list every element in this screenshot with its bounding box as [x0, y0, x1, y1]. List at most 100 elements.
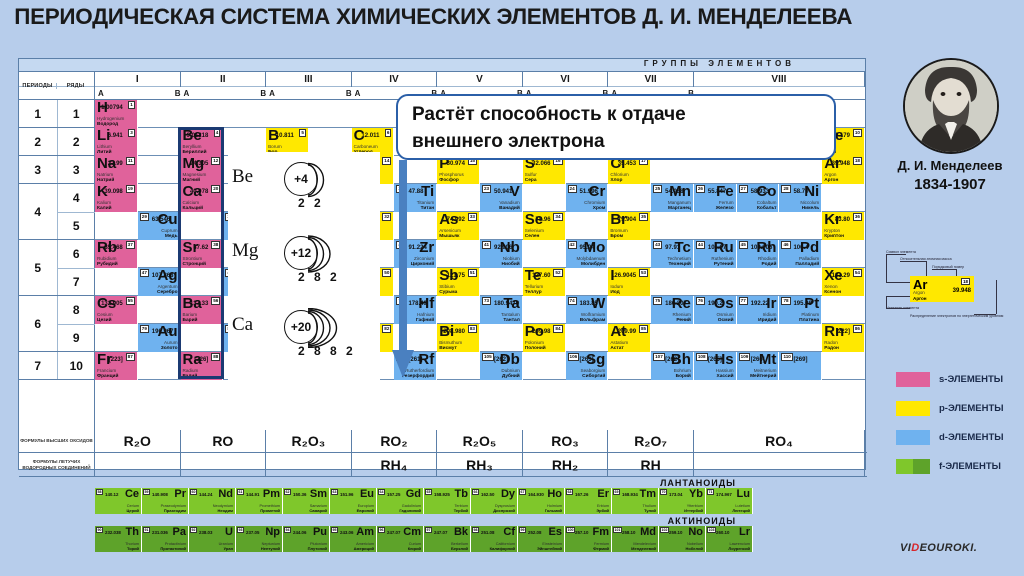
element-symbol: Bi	[439, 324, 455, 340]
element-cell-Kr[interactable]: Kr 83.80 36 Krypton Криптон	[822, 212, 865, 240]
element-symbol: Br	[610, 212, 627, 228]
actinide-cell-Lr[interactable]: Lr 260.10 103 Lawrencium Лоуренсий	[706, 526, 753, 552]
element-cell-Pd[interactable]: Pd 106.4 46 Palladium Палладий	[779, 240, 823, 268]
element-cell-Ar[interactable]: Ar 39.948 18 Argon Аргон	[822, 156, 865, 184]
element-cell-Ru[interactable]: Ru 101.07 44 Ruthenium Рутений	[693, 240, 737, 268]
lanthanide-cell-Eu[interactable]: Eu 151.96 63 Europium Европий	[330, 488, 377, 514]
element-cell-Po[interactable]: Po 209.98 84 Polonium Полоний	[522, 324, 566, 352]
actinide-cell-Np[interactable]: Np 237.05 93 Neptunium Нептуний	[236, 526, 283, 552]
element-latin-name: Xenon	[824, 284, 838, 289]
element-cell-Co[interactable]: Co 58.933 27 Cobaltum Кобальт	[736, 184, 780, 212]
element-russian-name: Тулий	[644, 508, 656, 513]
element-cell-Ca[interactable]: Ca 40.078 20 Calcium Кальций	[180, 184, 224, 212]
element-cell-Mg[interactable]: Mg 24.305 12 Magnesium Магний	[180, 156, 224, 184]
element-cell-V[interactable]: V 50.941 23 Vanadium Ванадий	[480, 184, 523, 212]
element-cell-Cu[interactable]: Cu 63.546 29 Cuprum Медь	[137, 212, 181, 240]
element-cell-Hs[interactable]: Hs [265] 108 Hassium Хассий	[693, 352, 737, 380]
element-latin-name: Fermium	[594, 542, 609, 546]
element-cell-Ni[interactable]: Ni 58.70 28 Niccolum Никель	[779, 184, 823, 212]
element-cell-Bh[interactable]: Bh [262] 107 Bohrium Борий	[651, 352, 694, 380]
element-cell-Ag[interactable]: Ag 107.868 47 Argentum Серебро	[137, 268, 181, 296]
element-cell-K[interactable]: K 39.098 19 Kalium Калий	[95, 184, 138, 212]
element-atomic-mass: 131.29	[831, 273, 850, 279]
element-cell-Cl[interactable]: Cl 35.453 17 Chlorium Хлор	[608, 156, 652, 184]
element-cell-C[interactable]: C12.0116CarboneumУглерод	[351, 128, 395, 156]
element-cell-Be[interactable]: Be 9.01218 4 Beryllium Бериллий	[180, 128, 224, 156]
element-cell-Au[interactable]: Au 196.967 79 Aurum Золото	[137, 324, 181, 352]
lanthanide-cell-Tb[interactable]: Tb 158.925 65 Terbium Тербий	[424, 488, 471, 514]
element-cell-Cr[interactable]: Cr 51.996 24 Chromium Хром	[565, 184, 609, 212]
element-cell-Xe[interactable]: Xe 131.29 54 Xenon Ксенон	[822, 268, 865, 296]
element-cell-Te[interactable]: Te 127.60 52 Tellurium Теллур	[522, 268, 566, 296]
element-cell-Cs[interactable]: Cs 132.905 55 Cesium Цезий	[95, 296, 138, 324]
actinide-cell-Bk[interactable]: Bk 247.07 97 Berkelium Берклий	[424, 526, 471, 552]
actinide-cell-Cm[interactable]: Cm 247.07 96 Curium Кюрий	[377, 526, 424, 552]
lanthanide-cell-Ho[interactable]: Ho 164.930 67 Holmium Гольмий	[518, 488, 565, 514]
element-cell-Br[interactable]: Br 79.904 35 Bromum Бром	[608, 212, 652, 240]
element-russian-name: Радон	[824, 345, 839, 351]
lanthanide-cell-Dy[interactable]: Dy 162.50 66 Dysprosium Диспрозий	[471, 488, 518, 514]
element-cell-W[interactable]: W 183.85 74 Wolframium Вольфрам	[565, 296, 609, 324]
element-atomic-number: 73	[482, 297, 492, 305]
element-cell-Ta[interactable]: Ta 180.9479 73 Tantalum Тантал	[480, 296, 523, 324]
lanthanide-cell-Pm[interactable]: Pm 144.91 61 Promethium Прометий	[236, 488, 283, 514]
element-cell-Rb[interactable]: Rb 85.468 37 Rubidium Рубидий	[95, 240, 138, 268]
group-header-VI: VI	[523, 72, 609, 87]
element-cell-Mn[interactable]: Mn 54.938 25 Manganum Марганец	[651, 184, 694, 212]
lanthanide-cell-Er[interactable]: Er 167.26 68 Erbium Эрбий	[565, 488, 612, 514]
element-cell-At[interactable]: At 209.99 85 Astatium Астат	[608, 324, 652, 352]
element-cell-Nb[interactable]: Nb 92.906 41 Niobium Ниобий	[480, 240, 523, 268]
element-cell-Bi[interactable]: Bi 208.980 83 Bismuthum Висмут	[437, 324, 480, 352]
lanthanide-cell-Gd[interactable]: Gd 157.25 64 Gadolinium Гадолиний	[377, 488, 424, 514]
element-cell-I[interactable]: I 126.9045 53 Iodum Иод	[608, 268, 652, 296]
element-cell-Fr[interactable]: Fr [223] 87 Francium Франций	[95, 352, 138, 380]
element-cell-Sr[interactable]: Sr 87.62 38 Strontium Стронций	[180, 240, 224, 268]
lanthanide-cell-Ce[interactable]: Ce 140.12 58 Cerium Церий	[95, 488, 142, 514]
actinide-cell-Fm[interactable]: Fm 257.10 100 Fermium Фермий	[565, 526, 612, 552]
actinide-cell-Es[interactable]: Es 252.08 99 Einsteinium Эйнштейний	[518, 526, 565, 552]
element-cell-110[interactable]: [269] 110	[779, 352, 823, 380]
element-cell-Sg[interactable]: Sg [263] 106 Seaborgium Сиборгий	[565, 352, 609, 380]
lanthanide-cell-Lu[interactable]: Lu 174.967 71 Lutetium Лютеций	[706, 488, 753, 514]
element-cell-Rn[interactable]: Rn [222] 86 Radon Радон	[822, 324, 865, 352]
actinide-cell-Pu[interactable]: Pu 244.06 94 Plutonium Плутоний	[283, 526, 330, 552]
lanthanide-cell-Tm[interactable]: Tm 168.934 69 Thulium Тулий	[612, 488, 659, 514]
element-cell-S[interactable]: S 32.066 16 Sulfur Сера	[522, 156, 566, 184]
actinide-cell-Md[interactable]: Md 258.10 101 Mendelevium Менделевий	[612, 526, 659, 552]
element-cell-Ir[interactable]: Ir 192.22 77 Iridium Иридий	[736, 296, 780, 324]
element-symbol: Sm	[309, 488, 327, 500]
element-cell-Fe[interactable]: Fe 55.847 26 Ferrum Железо	[693, 184, 737, 212]
element-cell-P[interactable]: P 30.974 15 Phosphorus Фосфор	[437, 156, 480, 184]
element-symbol: Zr	[419, 240, 435, 256]
element-cell-Na[interactable]: Na 22.99 11 Natrium Натрий	[95, 156, 138, 184]
element-cell-Mt[interactable]: Mt [266] 109 Meitnerium Мейтнерий	[736, 352, 780, 380]
element-cell-Se[interactable]: Se 78.96 34 Selenium Селен	[522, 212, 566, 240]
element-cell-Sb[interactable]: Sb 121.75 51 Stibium Сурьма	[437, 268, 480, 296]
lanthanide-cell-Nd[interactable]: Nd 144.24 60 Neodymium Неодим	[189, 488, 236, 514]
element-cell-H[interactable]: H 1.00794 1 Hydrogenium Водород	[95, 100, 138, 128]
element-cell-Pt[interactable]: Pt 195.08 78 Platinum Платина	[779, 296, 823, 324]
element-atomic-mass: [226]	[194, 357, 209, 363]
lanthanide-cell-Yb[interactable]: Yb 173.04 70 Ytterbium Иттербий	[659, 488, 706, 514]
element-cell-Tc[interactable]: Tc 97.91 43 Technetium Технеций	[651, 240, 694, 268]
actinide-cell-Cf[interactable]: Cf 251.08 98 Californium Калифорний	[471, 526, 518, 552]
element-cell-Ra[interactable]: Ra [226] 88 Radium Радий	[180, 352, 224, 380]
lanthanide-cell-Sm[interactable]: Sm 150.36 62 Samarium Самарий	[283, 488, 330, 514]
element-cell-Re[interactable]: Re 186.207 75 Rhenium Рений	[651, 296, 694, 324]
element-cell-Mo[interactable]: Mo 95.94 42 Molybdaenum Молибден	[565, 240, 609, 268]
element-atomic-number: 76	[695, 297, 705, 305]
actinide-cell-U[interactable]: U 238.03 92 Uranium Уран	[189, 526, 236, 552]
actinide-cell-Pa[interactable]: Pa 231.036 91 Protactinium Протактиний	[142, 526, 189, 552]
actinide-cell-No[interactable]: No 259.10 102 Nobelium Нобелий	[659, 526, 706, 552]
element-cell-Os[interactable]: Os 190.2 76 Osmium Осмий	[693, 296, 737, 324]
actinide-cell-Am[interactable]: Am 243.06 95 Americium Америций	[330, 526, 377, 552]
element-cell-Ba[interactable]: Ba 137.33 56 Barium Барий	[180, 296, 224, 324]
element-russian-name: Водород	[97, 121, 119, 127]
element-cell-Db[interactable]: Db [262] 105 Dubnium Дубний	[480, 352, 523, 380]
element-cell-Li[interactable]: Li 6.941 3 Lithium Литий	[95, 128, 138, 156]
element-atomic-mass: 144.91	[246, 492, 260, 497]
element-cell-Rh[interactable]: Rh 102.906 45 Rhodium Родий	[736, 240, 780, 268]
actinide-cell-Th[interactable]: Th 232.038 90 Thorium Торий	[95, 526, 142, 552]
element-cell-As[interactable]: As 74.992 33 Arsenicum Мышьяк	[437, 212, 480, 240]
lanthanide-cell-Pr[interactable]: Pr 140.908 59 Praseodymium Празеодим	[142, 488, 189, 514]
